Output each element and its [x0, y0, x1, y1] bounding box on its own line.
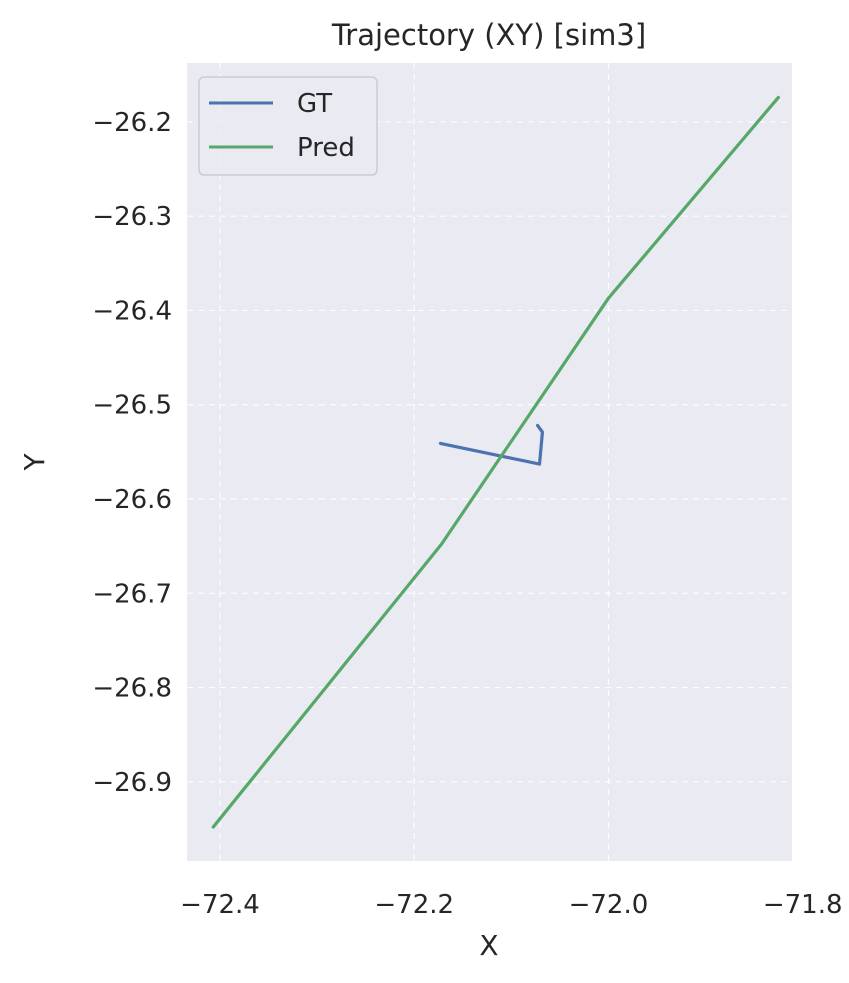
y-tick-labels: −26.2 −26.3 −26.4 −26.5 −26.6 −26.7 −26.8 −26.9	[92, 108, 172, 798]
chart-title: Trajectory (XY) [sim3]	[331, 18, 646, 52]
y-tick-label: −26.7	[92, 579, 172, 609]
x-tick-labels: −72.4 −72.2 −72.0 −71.8	[180, 890, 842, 920]
series-line-pred	[211, 95, 781, 829]
y-tick-label: −26.9	[92, 768, 172, 798]
legend-label-gt: GT	[297, 89, 332, 119]
x-tick-label: −71.8	[763, 890, 843, 920]
legend: GT Pred	[198, 76, 378, 176]
y-tick-label: −26.5	[92, 391, 172, 421]
y-tick-label: −26.8	[92, 674, 172, 704]
plot-area	[187, 63, 792, 861]
y-tick-label: −26.2	[92, 108, 172, 138]
x-tick-label: −72.4	[180, 890, 260, 920]
y-tick-label: −26.3	[92, 202, 172, 232]
y-tick-label: −26.4	[92, 296, 172, 326]
x-tick-label: −72.0	[569, 890, 649, 920]
series-lines	[211, 95, 781, 829]
grid	[187, 63, 804, 861]
series-line-gt	[438, 423, 545, 466]
y-axis-label: Y	[18, 453, 51, 472]
x-axis-label: X	[479, 929, 498, 962]
y-tick-label: −26.6	[92, 485, 172, 515]
legend-label-pred: Pred	[297, 133, 355, 163]
x-tick-label: −72.2	[374, 890, 454, 920]
